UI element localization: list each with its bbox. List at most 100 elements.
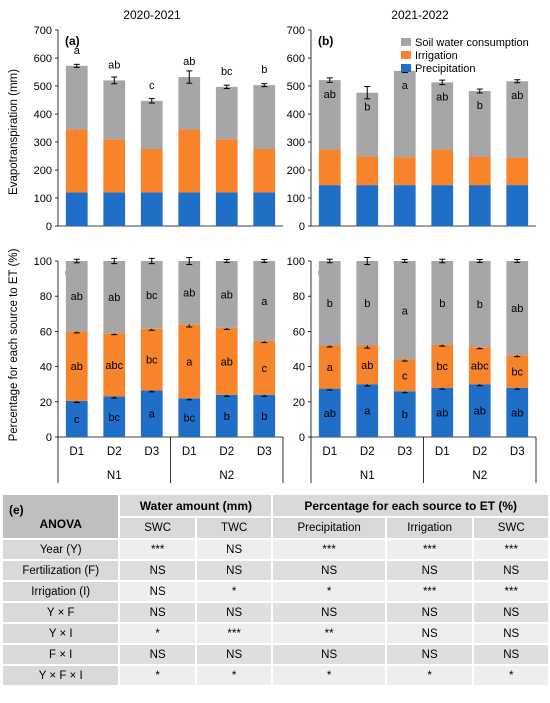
bar-segment-soil-water-consumption bbox=[65, 261, 88, 332]
table-cell: NS bbox=[120, 645, 195, 664]
significance-label: bc bbox=[511, 366, 523, 378]
significance-label: abc bbox=[471, 361, 489, 373]
factor-label: Y × F bbox=[3, 603, 119, 622]
chart-canvas: 2020-2021 2021-2022 Evapotranspiration (… bbox=[8, 8, 537, 483]
bar-segment-soil-water-consumption bbox=[178, 77, 201, 130]
bar-segment-irrigation bbox=[178, 324, 201, 399]
bar-segment-precipitation bbox=[140, 192, 163, 226]
table-cell: ** bbox=[273, 624, 385, 643]
table-row: F × I NS NS NS NS NS bbox=[3, 645, 548, 664]
bar-segment-precipitation bbox=[356, 185, 379, 226]
bar-segment-irrigation bbox=[431, 344, 454, 388]
table-cell: * bbox=[120, 624, 195, 643]
table-cell: NS bbox=[474, 603, 548, 622]
x-tick-label: D2 bbox=[107, 446, 122, 458]
table-row: Year (Y) *** NS *** *** *** bbox=[3, 540, 548, 559]
significance-label: ab bbox=[474, 406, 486, 418]
table-cell: NS bbox=[273, 603, 385, 622]
figure: 2020-2021 2021-2022 Evapotranspiration (… bbox=[8, 8, 537, 483]
legend-swatch bbox=[401, 51, 411, 59]
significance-label: b bbox=[327, 298, 333, 310]
bar-segment-irrigation bbox=[215, 327, 238, 395]
subheader-swc: SWC bbox=[120, 518, 195, 538]
significance-label: ab bbox=[511, 90, 523, 102]
bar-segment-precipitation bbox=[215, 192, 238, 226]
panel-label: (b) bbox=[318, 34, 333, 48]
y-tick-label: 200 bbox=[287, 165, 305, 177]
bar-segment-precipitation bbox=[393, 185, 416, 226]
table-cell: * bbox=[474, 666, 548, 685]
y-tick-label: 100 bbox=[34, 193, 52, 205]
table-row: Fertilization (F) NS NS NS NS NS bbox=[3, 561, 548, 580]
bar-segment-soil-water-consumption bbox=[468, 91, 491, 157]
subheader-irrigation: Irrigation bbox=[386, 518, 473, 538]
table-cell: *** bbox=[196, 624, 272, 643]
legend-swatch bbox=[401, 64, 411, 72]
y-tick-label: 200 bbox=[34, 165, 52, 177]
significance-label: a bbox=[186, 356, 193, 368]
x-tick-label: D1 bbox=[69, 446, 84, 458]
table-row: Y × F NS NS NS NS NS bbox=[3, 603, 548, 622]
table-row: Irrigation (I) NS * * *** *** bbox=[3, 582, 548, 601]
bar-segment-soil-water-consumption bbox=[431, 261, 454, 345]
table-cell: * bbox=[120, 666, 195, 685]
y-tick-label: 700 bbox=[34, 25, 52, 37]
bar-segment-irrigation bbox=[356, 156, 379, 186]
y-tick-label: 60 bbox=[40, 326, 52, 338]
bar-segment-irrigation bbox=[103, 333, 126, 397]
x-tick-label: D1 bbox=[435, 446, 450, 458]
significance-label: bc bbox=[183, 413, 195, 425]
y-axis-label-top: Evapotranspiration (mm) bbox=[8, 69, 20, 195]
legend-label: Irrigation bbox=[415, 50, 458, 62]
y-tick-label: 20 bbox=[40, 397, 52, 409]
bar-segment-irrigation bbox=[140, 149, 163, 193]
significance-label: c bbox=[74, 414, 80, 426]
significance-label: b bbox=[224, 411, 230, 423]
bar-segment-precipitation bbox=[393, 391, 416, 437]
significance-label: ab bbox=[183, 56, 195, 68]
bar-segment-soil-water-consumption bbox=[178, 261, 201, 325]
bar-segment-soil-water-consumption bbox=[506, 261, 529, 356]
bar-segment-precipitation bbox=[65, 400, 88, 437]
y-tick-label: 0 bbox=[46, 221, 52, 233]
table-cell: NS bbox=[474, 645, 548, 664]
anova-table-panel: (e) ANOVA Water amount (mm) Percentage f… bbox=[0, 493, 550, 687]
bar-segment-precipitation bbox=[65, 192, 88, 226]
bar-segment-soil-water-consumption bbox=[253, 85, 276, 149]
y-tick-label: 100 bbox=[34, 256, 52, 268]
significance-label: b bbox=[477, 299, 483, 311]
significance-label: ab bbox=[108, 292, 120, 304]
x-tick-label: D1 bbox=[322, 446, 337, 458]
significance-label: ab bbox=[221, 356, 233, 368]
table-row: Y × F × I * * * * * bbox=[3, 666, 548, 685]
bar-segment-soil-water-consumption bbox=[65, 65, 88, 130]
subheader-swc-pct: SWC bbox=[474, 518, 548, 538]
bar-segment-precipitation bbox=[140, 390, 163, 437]
bar-segment-precipitation bbox=[318, 388, 341, 437]
significance-label: c bbox=[262, 363, 268, 375]
y-tick-label: 100 bbox=[287, 256, 305, 268]
bar-segment-irrigation bbox=[65, 129, 88, 193]
significance-label: ab bbox=[436, 91, 448, 103]
bar-segment-irrigation bbox=[468, 347, 491, 385]
table-cell: NS bbox=[120, 603, 195, 622]
bar-segment-soil-water-consumption bbox=[253, 261, 276, 342]
bar-segment-soil-water-consumption bbox=[393, 261, 416, 360]
bar-segment-precipitation bbox=[468, 384, 491, 437]
percentage-header: Percentage for each source to ET (%) bbox=[273, 495, 548, 516]
table-cell: NS bbox=[386, 603, 473, 622]
bar-segment-irrigation bbox=[393, 157, 416, 186]
bar-segment-precipitation bbox=[215, 394, 238, 437]
panel-label: (a) bbox=[65, 34, 80, 48]
legend-label: Precipitation bbox=[415, 63, 476, 75]
y-tick-label: 400 bbox=[34, 109, 52, 121]
bar-segment-precipitation bbox=[253, 192, 276, 226]
x-tick-label: D1 bbox=[182, 446, 197, 458]
table-cell: NS bbox=[196, 561, 272, 580]
bar-segment-irrigation bbox=[140, 328, 163, 391]
factor-label: Y × I bbox=[3, 624, 119, 643]
factor-label: Y × F × I bbox=[3, 666, 119, 685]
significance-label: b bbox=[477, 100, 483, 112]
significance-label: ab bbox=[71, 361, 83, 373]
table-cell: NS bbox=[386, 624, 473, 643]
